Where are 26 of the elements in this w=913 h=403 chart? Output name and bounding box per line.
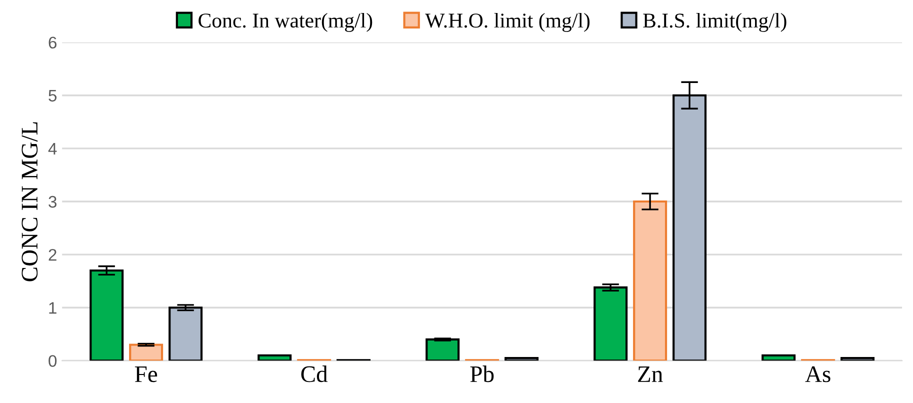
bar	[633, 200, 668, 361]
x-tick-label: Cd	[301, 366, 328, 382]
legend-label: Conc. In water(mg/l)	[198, 12, 372, 32]
y-tick-label: 5	[48, 90, 57, 102]
x-tick-label: Fe	[134, 366, 158, 382]
x-tick-label: Zn	[638, 366, 663, 382]
bar	[90, 269, 124, 361]
y-tick-label: 6	[48, 36, 56, 49]
legend-label: B.I.S. limit(mg/l)	[643, 12, 786, 32]
legend-label: W.H.O. limit (mg/l)	[425, 12, 590, 32]
y-tick-label: 1	[49, 302, 56, 314]
bar	[840, 356, 875, 361]
bar	[504, 356, 539, 361]
bar	[594, 286, 628, 361]
bar	[426, 338, 460, 361]
y-tick-label: 4	[48, 143, 57, 154]
y-tick-label: 0	[48, 355, 57, 367]
x-tick-label: Pb	[470, 366, 494, 382]
y-tick-label: 3	[48, 196, 56, 208]
bar	[762, 354, 796, 361]
y-axis-title: CONC IN MG/L	[22, 122, 38, 282]
bar	[168, 306, 203, 361]
x-tick-label: As	[805, 366, 830, 382]
bar	[129, 344, 164, 361]
bar	[258, 354, 292, 361]
y-tick-label: 2	[48, 248, 56, 261]
